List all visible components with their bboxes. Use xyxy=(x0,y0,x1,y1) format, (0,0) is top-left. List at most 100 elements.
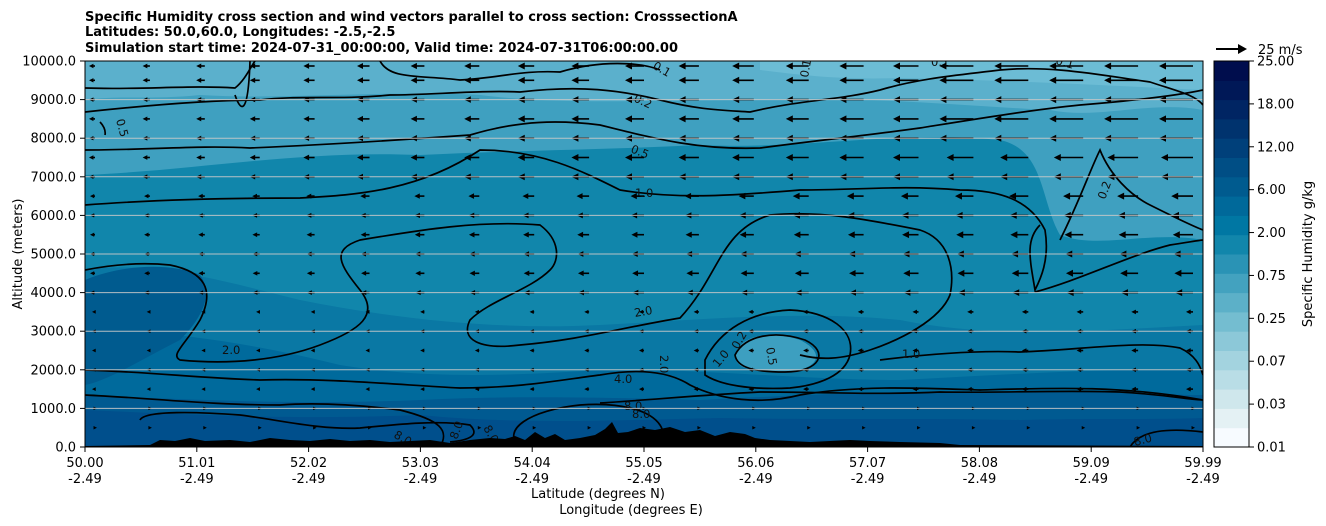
y-tick-label: 8000.0 xyxy=(31,132,77,147)
wind-vector-head xyxy=(89,116,94,122)
wind-vector-head xyxy=(846,192,854,200)
wind-vector-head xyxy=(517,76,525,84)
wind-vector-head xyxy=(203,425,207,430)
wind-vector-head xyxy=(306,193,312,199)
colorbar-tick-label: 0.25 xyxy=(1257,312,1286,327)
x-tick-label-latitude: 53.03 xyxy=(402,456,439,471)
colorbar-tick-label: 2.00 xyxy=(1257,226,1286,241)
x-tick-label-longitude: -2.49 xyxy=(739,472,773,487)
wind-vector-head xyxy=(1021,386,1027,392)
x-tick-label-latitude: 50.00 xyxy=(66,456,103,471)
wind-vector-head xyxy=(625,115,632,123)
wind-vector-head xyxy=(625,154,632,161)
contour-line-1p0-cell xyxy=(704,309,852,390)
wind-vector-head xyxy=(785,76,793,84)
wind-vector-head xyxy=(146,387,151,391)
contour-label-0p1-c: 0.1 xyxy=(931,55,949,69)
wind-vector-head xyxy=(1011,269,1019,277)
contour-line-8p0-left xyxy=(85,394,445,447)
wind-vector-head xyxy=(517,115,525,123)
wind-vector-head xyxy=(994,62,1002,70)
wind-vector-head xyxy=(839,62,847,70)
wind-vector-head xyxy=(912,386,917,392)
contour-line-8p0-far-right xyxy=(1129,429,1203,447)
contour-label-0p2-right: 0.2 xyxy=(1095,179,1114,201)
wind-vector-head xyxy=(693,309,698,315)
wind-vector-head xyxy=(956,231,964,239)
colorbar-band xyxy=(1214,311,1249,332)
wind-vector-head xyxy=(360,193,366,199)
wind-vector-head xyxy=(1159,62,1166,70)
x-tick-label-latitude: 51.01 xyxy=(178,456,215,471)
wind-vector-head xyxy=(740,270,747,277)
wind-vector-head xyxy=(89,78,94,83)
colorbar-tick-label: 0.75 xyxy=(1257,269,1286,284)
wind-vector-head xyxy=(903,269,910,277)
wind-vector-head xyxy=(1104,76,1112,84)
colorbar-band xyxy=(1214,234,1249,255)
wind-vector-head xyxy=(639,348,644,353)
wind-vector-head xyxy=(90,232,95,237)
y-tick-label: 1000.0 xyxy=(31,402,77,417)
humidity-band-left-deep xyxy=(85,266,207,385)
colorbar xyxy=(1214,61,1249,448)
wind-vector-head xyxy=(357,77,363,84)
colorbar-band xyxy=(1214,408,1249,429)
wind-vector-head xyxy=(523,231,529,238)
plot-area: 0.1 0.1 0.1 0.1 0.2 0.5 0.5 1.0 2.0 2.0 … xyxy=(85,55,1203,447)
contour-line-2p0-left xyxy=(85,212,953,363)
y-tick-label: 4000.0 xyxy=(31,286,77,301)
x-tick-label-longitude: -2.49 xyxy=(851,472,885,487)
y-tick-label: 5000.0 xyxy=(31,248,77,263)
colorbar-band xyxy=(1214,99,1249,120)
wind-vector-head xyxy=(957,269,965,277)
wind-vector-head xyxy=(414,193,420,199)
contour-line-0p5-left xyxy=(99,121,107,136)
colorbar-band xyxy=(1214,138,1249,158)
colorbar-band xyxy=(1214,331,1249,351)
wind-vector-head xyxy=(93,425,97,430)
colorbar-tick-label: 18.00 xyxy=(1257,97,1294,112)
wind-vector-head xyxy=(410,77,417,84)
wind-vector-head xyxy=(785,62,793,70)
wind-vector-head xyxy=(752,425,756,430)
wind-vector-head xyxy=(631,231,638,238)
wind-vector-head xyxy=(1076,348,1082,353)
contour-line-8p0-right xyxy=(599,390,1203,404)
wind-vector-head xyxy=(1136,425,1141,430)
wind-vector-head xyxy=(632,270,639,277)
wind-vector-head xyxy=(410,154,417,161)
wind-vector-head xyxy=(1159,115,1166,123)
wind-vector-head xyxy=(571,154,579,161)
wind-vector-head xyxy=(571,62,579,70)
humidity-band-upper xyxy=(85,61,1203,241)
wind-vector-head xyxy=(912,309,917,315)
wind-vector-head xyxy=(893,62,900,70)
wind-vector-head xyxy=(310,309,315,314)
x-tick-label-latitude: 55.05 xyxy=(625,456,662,471)
wind-vector-head xyxy=(357,115,363,122)
wind-vector-head xyxy=(678,154,686,161)
wind-vector-head xyxy=(917,425,921,430)
wind-vector-head xyxy=(464,115,471,123)
wind-vector-head xyxy=(1191,425,1195,430)
wind-vector-head xyxy=(1120,269,1128,277)
wind-vector-head xyxy=(464,154,471,161)
wind-vector-head xyxy=(303,154,310,161)
x-tick-label-longitude: -2.49 xyxy=(180,472,214,487)
wind-vector-head xyxy=(785,154,793,161)
colorbar-frame xyxy=(1213,60,1250,448)
wind-vector-head xyxy=(1131,386,1136,392)
wind-vector-head xyxy=(862,425,866,430)
wind-vector-head xyxy=(1000,154,1008,161)
contour-label-0p5: 0.5 xyxy=(629,142,651,162)
contour-label-2p0-vertical: 2.0 xyxy=(657,355,671,373)
wind-vector-head xyxy=(1063,192,1071,200)
contour-line-0p5 xyxy=(85,89,1203,151)
wind-vector-head xyxy=(1107,154,1115,161)
wind-vector-head xyxy=(252,193,257,199)
colorbar-ticks: 0.01 0.03 0.07 0.25 0.75 2.00 6.00 12.00 18.00 25… xyxy=(1249,55,1294,456)
wind-vector-head xyxy=(410,62,417,70)
contour-line-0p1-a xyxy=(379,61,661,81)
wind-key: 25 m/s xyxy=(1216,43,1303,58)
